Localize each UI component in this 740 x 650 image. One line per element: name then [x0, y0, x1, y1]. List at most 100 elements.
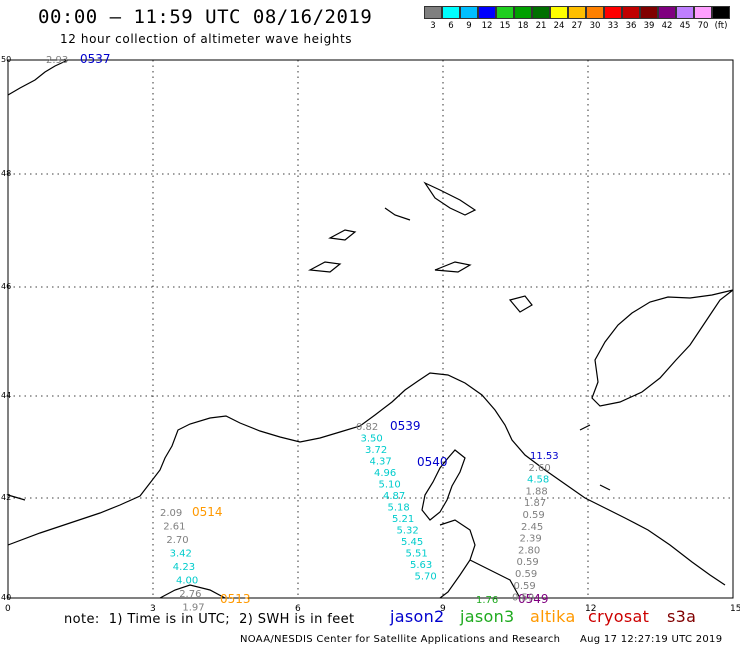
swh-value: 5.63: [410, 560, 432, 571]
color-swatch: [640, 6, 658, 19]
legend-item-cryosat: cryosat: [588, 607, 650, 626]
swh-value: 0.59: [512, 593, 534, 604]
credit-line: NOAA/NESDIS Center for Satellite Applica…: [240, 634, 561, 645]
swh-value: 0.59: [515, 569, 537, 580]
swh-value: 5.10: [379, 480, 401, 491]
swh-value: 4.87: [383, 491, 405, 502]
color-scale: [424, 6, 730, 19]
swh-value: 2.45: [521, 522, 543, 533]
swh-value: 3.42: [170, 549, 192, 560]
pass-time-label: 0540: [417, 455, 448, 469]
color-scale-labels: 3 6 9 12 15 18 21 24 27 30 33 36 39 42 45 70 (ft): [424, 21, 730, 31]
swh-value: 3.50: [361, 434, 383, 445]
lon-label: 12: [585, 604, 596, 614]
color-scale-label: 9: [466, 21, 472, 31]
legend-item-jason3: jason3: [460, 607, 515, 626]
color-swatch: [478, 6, 496, 19]
swh-value: 2.93: [46, 55, 68, 66]
pass-time-label: 0549: [518, 592, 549, 606]
color-swatch: [496, 6, 514, 19]
pass-time-label: 0537: [80, 52, 111, 66]
swh-value: 4.96: [374, 468, 396, 479]
color-scale-label: 70: [697, 21, 709, 31]
lon-label: 3: [150, 604, 156, 614]
color-swatch: [532, 6, 550, 19]
color-scale-label: 42: [661, 21, 673, 31]
color-scale-label: 36: [625, 21, 637, 31]
color-scale-label: 45: [679, 21, 691, 31]
color-scale-label: 30: [589, 21, 601, 31]
swh-value: 0.82: [356, 422, 378, 433]
color-swatch: [514, 6, 532, 19]
color-scale-label: 3: [430, 21, 436, 31]
color-scale-label: 21: [535, 21, 547, 31]
swh-value: 4.58: [527, 475, 549, 486]
lon-label: 15: [730, 604, 740, 614]
legend-item-jason2: jason2: [390, 607, 445, 626]
swh-value: 5.51: [406, 549, 428, 560]
lon-label: 6: [295, 604, 301, 614]
color-swatch: [658, 6, 676, 19]
legend-item-altika: altika: [530, 607, 576, 626]
color-scale-label: 18: [517, 21, 529, 31]
map-frame: [7, 59, 734, 599]
color-scale-label: 15: [499, 21, 511, 31]
swh-value: 5.32: [397, 526, 419, 537]
swh-value: 5.18: [388, 503, 410, 514]
swh-value: 4.00: [176, 576, 198, 587]
swh-value: 2.60: [529, 463, 551, 474]
swh-value: 0.59: [523, 510, 545, 521]
pass-time-label: 0514: [192, 505, 223, 519]
map-title: 00:00 – 11:59 UTC 08/16/2019: [38, 6, 373, 28]
swh-value: 0.59: [517, 557, 539, 568]
swh-value: 1.97: [182, 603, 204, 614]
swh-value: 5.45: [401, 537, 423, 548]
color-swatch: [604, 6, 622, 19]
color-scale-label: 12: [481, 21, 493, 31]
color-swatch: [460, 6, 478, 19]
color-swatch: [586, 6, 604, 19]
lat-label: 48: [1, 169, 11, 178]
swh-value: 2.70: [166, 535, 188, 546]
units-note: note: 1) Time is in UTC; 2) SWH is in fe…: [64, 612, 355, 627]
color-scale-label: 33: [607, 21, 619, 31]
lat-label: 46: [1, 282, 11, 291]
swh-value: 1.76: [476, 595, 498, 606]
axis-labels: 0 3 6 9 12 15 50 48 46 44 42 40: [1, 55, 740, 614]
swh-value: 2.80: [518, 545, 540, 556]
swh-value: 4.23: [173, 562, 195, 573]
lat-label: 50: [1, 55, 11, 64]
lat-label: 44: [1, 391, 11, 400]
color-swatch: [442, 6, 460, 19]
pass-time-label: 0539: [390, 419, 421, 433]
color-swatch: [550, 6, 568, 19]
lon-label: 0: [5, 604, 11, 614]
map-subtitle: 12 hour collection of altimeter wave hei…: [60, 32, 353, 46]
swh-value: 11.53: [530, 451, 559, 462]
swh-value: 2.39: [520, 534, 542, 545]
swh-value: 2.09: [160, 508, 182, 519]
color-swatch: [694, 6, 712, 19]
track-labels: 0537 2.93 0539 0.823.503.724.374.965.104.87…: [46, 52, 559, 614]
color-scale-label: 39: [643, 21, 655, 31]
swh-value: 1.87: [524, 498, 546, 509]
swh-value: 2.76: [179, 589, 201, 600]
color-swatch: [568, 6, 586, 19]
swh-value: 4.37: [370, 457, 392, 468]
pass-time-label: 0513: [220, 592, 251, 606]
swh-value: 5.21: [392, 514, 414, 525]
color-swatch: [424, 6, 442, 19]
lat-label: 40: [1, 593, 11, 602]
coastline: [7, 59, 734, 599]
lat-label: 42: [1, 493, 11, 502]
swh-value: 0.59: [514, 581, 536, 592]
color-swatch: [712, 6, 730, 19]
color-scale-label: 6: [448, 21, 454, 31]
lon-label: 9: [440, 604, 446, 614]
swh-value: 2.61: [163, 522, 185, 533]
swh-value: 5.70: [415, 572, 437, 583]
color-swatch: [622, 6, 640, 19]
color-swatch: [676, 6, 694, 19]
legend-item-s3a: s3a: [667, 607, 697, 626]
color-scale-label: 24: [553, 21, 565, 31]
